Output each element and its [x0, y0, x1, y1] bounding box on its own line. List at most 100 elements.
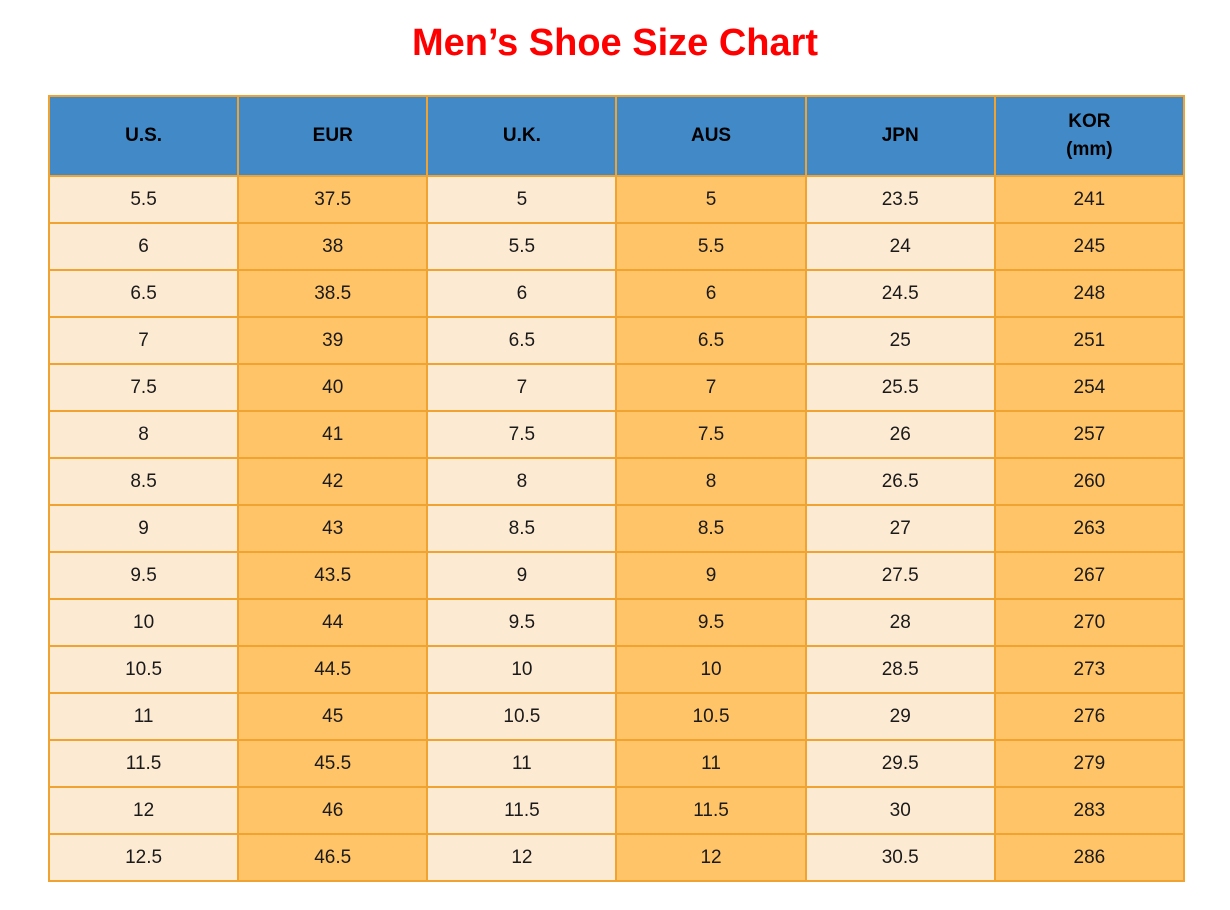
- table-cell: 10: [47, 598, 240, 647]
- table-cell: 276: [993, 692, 1186, 741]
- table-row: 8.5 42 8 8 26.5 260: [47, 457, 1186, 506]
- table-cell: 7.5: [615, 410, 807, 459]
- table-cell: 5.5: [426, 222, 618, 271]
- table-cell: 11: [47, 692, 240, 741]
- table-cell: 6.5: [47, 269, 240, 318]
- table-cell: 283: [993, 786, 1186, 835]
- column-header-uk: U.K.: [426, 95, 618, 177]
- table-cell: 41: [237, 410, 429, 459]
- table-cell: 11.5: [426, 786, 618, 835]
- table-cell: 30.5: [804, 833, 996, 882]
- table-cell: 9.5: [47, 551, 240, 600]
- table-cell: 9.5: [426, 598, 618, 647]
- table-cell: 38.5: [237, 269, 429, 318]
- table-cell: 46: [237, 786, 429, 835]
- table-cell: 241: [993, 175, 1186, 224]
- table-cell: 25.5: [804, 363, 996, 412]
- table-row: 7 39 6.5 6.5 25 251: [47, 316, 1186, 365]
- table-cell: 28.5: [804, 645, 996, 694]
- table-cell: 5.5: [615, 222, 807, 271]
- table-cell: 43.5: [237, 551, 429, 600]
- table-cell: 6.5: [615, 316, 807, 365]
- table-cell: 46.5: [237, 833, 429, 882]
- table-cell: 7: [47, 316, 240, 365]
- table-cell: 9: [615, 551, 807, 600]
- table-cell: 27: [804, 504, 996, 553]
- table-row: 10.5 44.5 10 10 28.5 273: [47, 645, 1186, 694]
- table-cell: 254: [993, 363, 1186, 412]
- table-cell: 10.5: [615, 692, 807, 741]
- table-cell: 267: [993, 551, 1186, 600]
- table-cell: 11.5: [47, 739, 240, 788]
- table-cell: 11: [426, 739, 618, 788]
- column-header-kor-label: KOR: [1068, 111, 1111, 133]
- table-row: 6.5 38.5 6 6 24.5 248: [47, 269, 1186, 318]
- table-cell: 260: [993, 457, 1186, 506]
- table-cell: 29: [804, 692, 996, 741]
- table-cell: 43: [237, 504, 429, 553]
- table-cell: 12.5: [47, 833, 240, 882]
- table-body: 5.5 37.5 5 5 23.5 241 6 38 5.5 5.5 24 245 6.5 38.5 6 6 2…: [47, 175, 1186, 882]
- table-cell: 39: [237, 316, 429, 365]
- table-cell: 29.5: [804, 739, 996, 788]
- table-cell: 5: [426, 175, 618, 224]
- table-cell: 263: [993, 504, 1186, 553]
- table-cell: 12: [426, 833, 618, 882]
- table-row: 12.5 46.5 12 12 30.5 286: [47, 833, 1186, 882]
- table-cell: 12: [47, 786, 240, 835]
- table-cell: 8.5: [426, 504, 618, 553]
- table-cell: 248: [993, 269, 1186, 318]
- table-cell: 257: [993, 410, 1186, 459]
- table-cell: 6: [47, 222, 240, 271]
- table-cell: 6: [426, 269, 618, 318]
- table-cell: 279: [993, 739, 1186, 788]
- table-cell: 245: [993, 222, 1186, 271]
- table-cell: 24.5: [804, 269, 996, 318]
- table-header: U.S. EUR U.K. AUS JPN KOR (mm): [47, 95, 1186, 177]
- table-row: 11 45 10.5 10.5 29 276: [47, 692, 1186, 741]
- table-cell: 7.5: [426, 410, 618, 459]
- table-cell: 10.5: [47, 645, 240, 694]
- table-cell: 10: [426, 645, 618, 694]
- table-cell: 10: [615, 645, 807, 694]
- column-header-kor: KOR (mm): [993, 95, 1186, 177]
- column-header-kor-unit: (mm): [1066, 139, 1113, 160]
- table-cell: 45: [237, 692, 429, 741]
- table-cell: 12: [615, 833, 807, 882]
- table-cell: 6: [615, 269, 807, 318]
- table-cell: 8.5: [47, 457, 240, 506]
- table-cell: 270: [993, 598, 1186, 647]
- table-cell: 38: [237, 222, 429, 271]
- table-row: 6 38 5.5 5.5 24 245: [47, 222, 1186, 271]
- table-cell: 9: [47, 504, 240, 553]
- table-row: 12 46 11.5 11.5 30 283: [47, 786, 1186, 835]
- table-cell: 7.5: [47, 363, 240, 412]
- table-cell: 6.5: [426, 316, 618, 365]
- table-row: 11.5 45.5 11 11 29.5 279: [47, 739, 1186, 788]
- table-cell: 251: [993, 316, 1186, 365]
- shoe-size-table: U.S. EUR U.K. AUS JPN KOR (mm) 5.5 37.5 5 5…: [47, 95, 1186, 882]
- table-cell: 5: [615, 175, 807, 224]
- table-cell: 37.5: [237, 175, 429, 224]
- table-cell: 273: [993, 645, 1186, 694]
- table-cell: 8: [47, 410, 240, 459]
- table-row: 8 41 7.5 7.5 26 257: [47, 410, 1186, 459]
- table-cell: 44: [237, 598, 429, 647]
- column-header-us: U.S.: [47, 95, 240, 177]
- table-row: 10 44 9.5 9.5 28 270: [47, 598, 1186, 647]
- table-cell: 9.5: [615, 598, 807, 647]
- table-cell: 26: [804, 410, 996, 459]
- column-header-aus: AUS: [615, 95, 807, 177]
- page-title: Men’s Shoe Size Chart: [411, 22, 819, 64]
- table-cell: 7: [426, 363, 618, 412]
- column-header-jpn: JPN: [804, 95, 996, 177]
- table-cell: 11.5: [615, 786, 807, 835]
- table-cell: 42: [237, 457, 429, 506]
- table-cell: 7: [615, 363, 807, 412]
- table-cell: 286: [993, 833, 1186, 882]
- table-cell: 28: [804, 598, 996, 647]
- table-cell: 40: [237, 363, 429, 412]
- table-cell: 45.5: [237, 739, 429, 788]
- table-cell: 27.5: [804, 551, 996, 600]
